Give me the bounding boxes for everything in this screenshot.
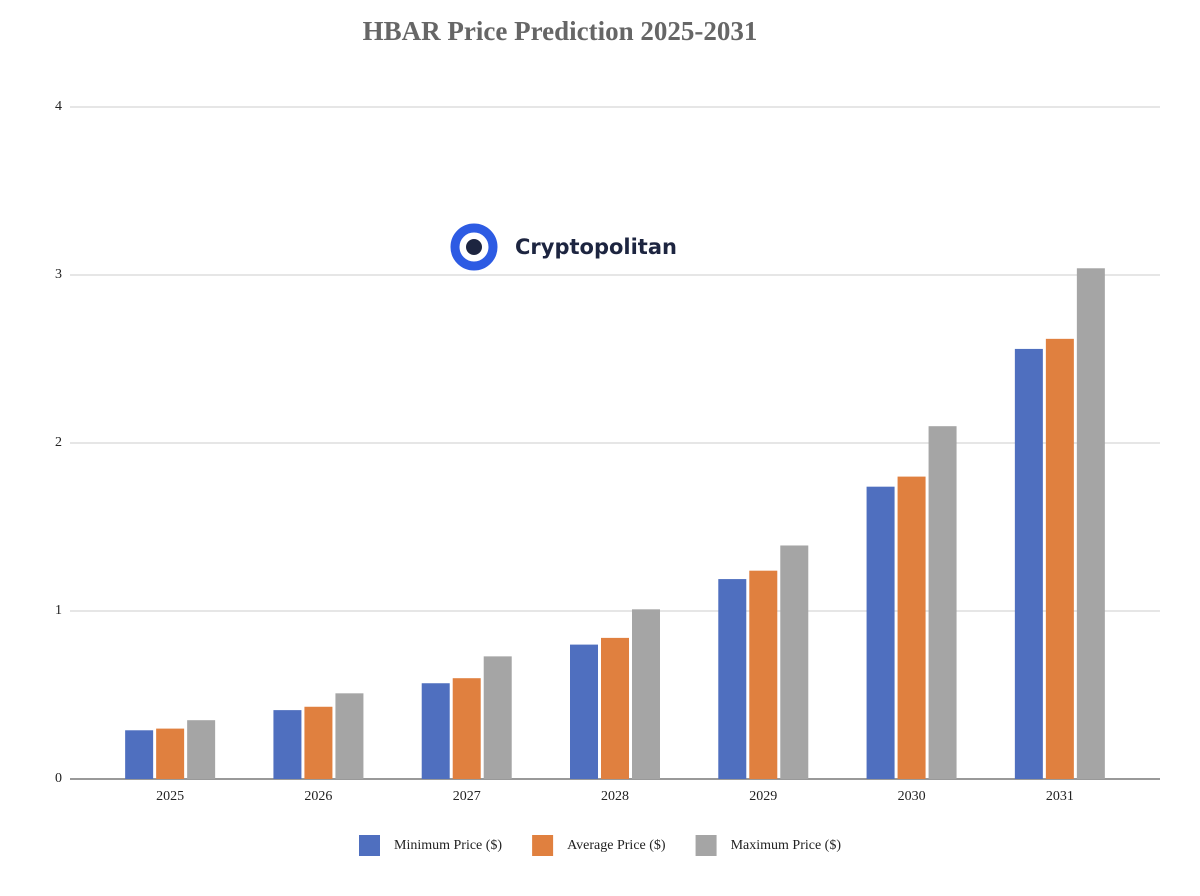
y-tick-label: 4 [55,99,62,114]
bar [718,579,747,779]
watermark-icon-dot [466,239,482,255]
bar [273,710,302,779]
x-tick-label: 2028 [601,789,629,804]
x-tick-label: 2027 [453,789,481,804]
x-tick-label: 2029 [749,789,777,804]
bar [632,609,660,779]
legend-swatch [695,835,717,856]
bar [1076,268,1105,779]
bar [897,476,926,779]
bar [156,728,185,779]
bar [421,683,450,779]
bar [125,730,154,779]
bar [335,693,364,779]
legend-label: Average Price ($) [567,838,666,853]
y-tick-label: 2 [55,435,62,450]
bar [452,678,481,779]
x-tick-label: 2026 [304,789,332,804]
watermark: Cryptopolitan [432,210,702,283]
watermark-text: Cryptopolitan [515,235,677,259]
y-tick-label: 3 [55,267,62,282]
watermark-icon [450,223,498,271]
bar [570,644,598,779]
bar [187,720,216,779]
x-tick-label: 2025 [156,789,184,804]
bar [749,570,778,779]
bar [483,656,512,779]
y-tick-label: 1 [55,603,62,618]
x-tick-label: 2030 [898,789,926,804]
bar [780,545,809,779]
bar [866,486,895,779]
bar [304,706,333,779]
legend-label: Minimum Price ($) [394,838,502,853]
legend-swatch [532,835,554,856]
legend-label: Maximum Price ($) [731,838,842,853]
legend-swatch [359,835,380,856]
x-tick-label: 2031 [1046,789,1074,804]
bar [1045,338,1074,779]
bar [601,637,629,779]
bar [1014,348,1043,779]
bar [928,426,957,779]
chart-title: HBAR Price Prediction 2025-2031 [363,16,758,46]
y-tick-label: 0 [55,771,62,786]
